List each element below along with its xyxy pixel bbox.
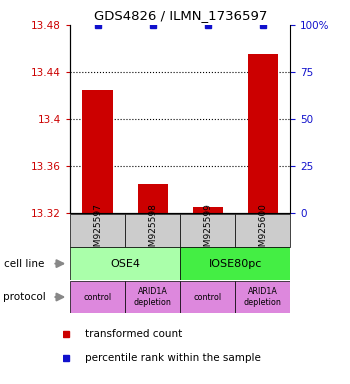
Bar: [235, 281, 290, 313]
Bar: [125, 214, 180, 247]
Bar: [70, 214, 125, 247]
Text: percentile rank within the sample: percentile rank within the sample: [85, 353, 261, 362]
Text: cell line: cell line: [4, 258, 44, 269]
Bar: [70, 281, 125, 313]
Bar: [248, 55, 278, 213]
Text: transformed count: transformed count: [85, 329, 183, 339]
Bar: [138, 184, 168, 213]
Text: control: control: [84, 293, 112, 301]
Text: ARID1A
depletion: ARID1A depletion: [134, 287, 172, 307]
Text: GSM925597: GSM925597: [93, 203, 102, 258]
Text: control: control: [194, 293, 222, 301]
Text: IOSE80pc: IOSE80pc: [209, 258, 262, 269]
Bar: [180, 247, 290, 280]
Text: OSE4: OSE4: [110, 258, 140, 269]
Text: GSM925598: GSM925598: [148, 203, 157, 258]
Text: GSM925600: GSM925600: [258, 203, 267, 258]
Bar: [70, 247, 180, 280]
Text: ARID1A
depletion: ARID1A depletion: [244, 287, 282, 307]
Bar: [82, 89, 113, 213]
Bar: [180, 281, 235, 313]
Title: GDS4826 / ILMN_1736597: GDS4826 / ILMN_1736597: [93, 9, 267, 22]
Bar: [180, 214, 235, 247]
Bar: [125, 281, 180, 313]
Bar: [193, 207, 223, 213]
Text: GSM925599: GSM925599: [203, 203, 212, 258]
Bar: [235, 214, 290, 247]
Text: protocol: protocol: [4, 292, 46, 302]
